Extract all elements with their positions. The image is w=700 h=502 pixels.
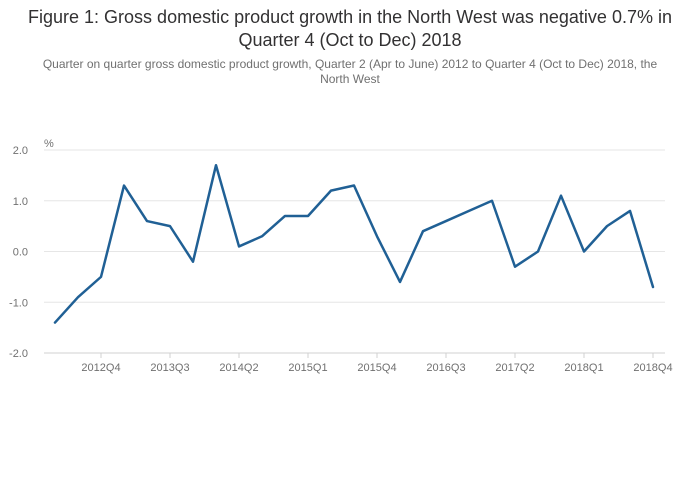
y-tick-label: -2.0 <box>9 348 28 360</box>
data-point[interactable] <box>120 182 128 190</box>
series-line <box>53 163 655 324</box>
x-tick-label: 2012Q4 <box>81 362 120 374</box>
data-point[interactable] <box>649 283 657 291</box>
y-tick-label: -1.0 <box>9 297 28 309</box>
data-point[interactable] <box>626 207 634 215</box>
data-point[interactable] <box>350 182 358 190</box>
y-axis-unit-label: % <box>44 138 54 150</box>
x-tick-label: 2014Q2 <box>219 362 258 374</box>
data-point[interactable] <box>603 222 611 230</box>
series-group <box>51 161 657 327</box>
data-point[interactable] <box>488 197 496 205</box>
data-point[interactable] <box>419 227 427 235</box>
data-point[interactable] <box>373 232 381 240</box>
data-point[interactable] <box>189 258 197 266</box>
data-point[interactable] <box>212 161 220 169</box>
data-point[interactable] <box>166 222 174 230</box>
data-point[interactable] <box>304 212 312 220</box>
y-tick-label: 1.0 <box>13 196 28 208</box>
x-axis: 2012Q4 2013Q3 2014Q2 2015Q1 2015Q4 2016Q3 2017… <box>44 352 673 374</box>
data-point[interactable] <box>442 217 450 225</box>
y-tick-label: 0.0 <box>13 247 28 259</box>
data-point[interactable] <box>258 232 266 240</box>
data-point[interactable] <box>327 187 335 195</box>
x-tick-label: 2016Q3 <box>426 362 465 374</box>
x-tick-label: 2015Q1 <box>288 362 327 374</box>
data-point[interactable] <box>465 207 473 215</box>
chart-title: Figure 1: Gross domestic product growth … <box>28 7 672 50</box>
data-point[interactable] <box>396 278 404 286</box>
data-point[interactable] <box>143 217 151 225</box>
y-axis: 2.0 1.0 0.0 -1.0 -2.0 <box>9 145 28 360</box>
gridlines <box>44 149 665 354</box>
data-point[interactable] <box>97 273 105 281</box>
data-point[interactable] <box>511 263 519 271</box>
data-point[interactable] <box>235 242 243 250</box>
y-tick-label: 2.0 <box>13 145 28 157</box>
data-point[interactable] <box>534 248 542 256</box>
x-tick-label: 2013Q3 <box>150 362 189 374</box>
data-point[interactable] <box>51 319 59 327</box>
data-point[interactable] <box>281 212 289 220</box>
x-tick-label: 2018Q1 <box>564 362 603 374</box>
x-tick-label: 2015Q4 <box>357 362 396 374</box>
x-tick-label: 2017Q2 <box>495 362 534 374</box>
data-point[interactable] <box>557 192 565 200</box>
chart-subtitle: Quarter on quarter gross domestic produc… <box>42 57 658 86</box>
data-point[interactable] <box>580 248 588 256</box>
x-tick-label: 2018Q4 <box>633 362 672 374</box>
data-point[interactable] <box>74 293 82 301</box>
